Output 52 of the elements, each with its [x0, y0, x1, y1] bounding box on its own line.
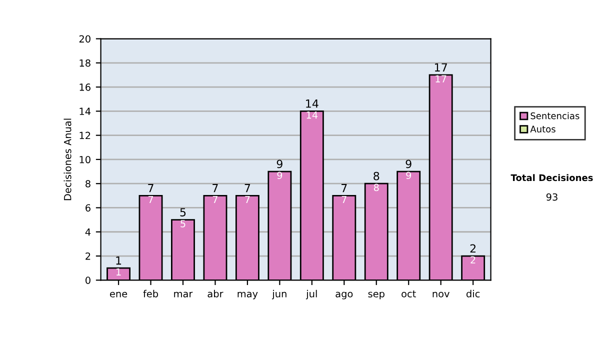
- data-label: 8: [374, 184, 379, 192]
- data-label: 1: [116, 268, 121, 276]
- data-label: 7: [342, 196, 346, 204]
- data-label: 7: [148, 196, 154, 204]
- x-tick-label: ene: [110, 292, 128, 298]
- total-label: 7: [212, 184, 218, 192]
- y-tick-label: 14: [80, 108, 91, 115]
- total-label: 8: [374, 172, 380, 180]
- total-label: 9: [406, 160, 412, 168]
- y-tick-label: 10: [80, 156, 90, 164]
- total-label: 14: [306, 100, 318, 108]
- y-tick-label: 16: [80, 84, 90, 91]
- total-label: 7: [244, 184, 250, 192]
- y-tick-label: 18: [80, 59, 90, 67]
- data-label: 17: [436, 75, 446, 82]
- x-tick-label: feb: [143, 290, 158, 298]
- total-label: 7: [342, 184, 347, 192]
- total-label: 7: [148, 184, 154, 192]
- x-tick-label: may: [238, 292, 258, 300]
- x-tick-label: dic: [466, 290, 480, 298]
- data-label: 7: [245, 196, 250, 204]
- y-axis-title: Decisiones Anual: [64, 118, 72, 200]
- x-tick-label: nov: [432, 292, 450, 298]
- legend-label: Autos: [530, 126, 556, 132]
- data-label: 5: [180, 220, 186, 228]
- total-label: 17: [434, 63, 447, 72]
- total-label: 2: [470, 244, 476, 252]
- total-label: 5: [180, 208, 186, 216]
- y-tick-label: 20: [79, 35, 90, 43]
- text: Total Decisiones: [510, 174, 593, 182]
- data-label: 7: [212, 196, 218, 204]
- x-tick-label: sep: [368, 292, 384, 300]
- y-tick-label: 6: [86, 204, 90, 212]
- x-tick-label: abr: [208, 290, 224, 298]
- x-tick-label: oct: [402, 290, 416, 298]
- x-tick-label: ago: [336, 292, 353, 300]
- data-label: 9: [277, 172, 282, 180]
- y-tick-label: 2: [86, 252, 90, 260]
- total-label: 1: [116, 256, 122, 265]
- x-tick-label: jul: [306, 290, 317, 300]
- legend-label: Sentencias: [530, 112, 580, 120]
- text: 93: [546, 193, 558, 201]
- data-label: 2: [470, 256, 476, 264]
- x-tick-label: jun: [272, 290, 286, 300]
- y-tick-label: 8: [86, 180, 90, 188]
- total-label: 9: [276, 160, 282, 168]
- y-tick-label: 4: [85, 228, 91, 236]
- data-label: 14: [306, 111, 318, 119]
- y-tick-label: 12: [80, 132, 90, 140]
- y-tick-label: 0: [86, 276, 90, 284]
- data-label: 9: [406, 172, 412, 180]
- x-tick-label: mar: [174, 292, 193, 298]
